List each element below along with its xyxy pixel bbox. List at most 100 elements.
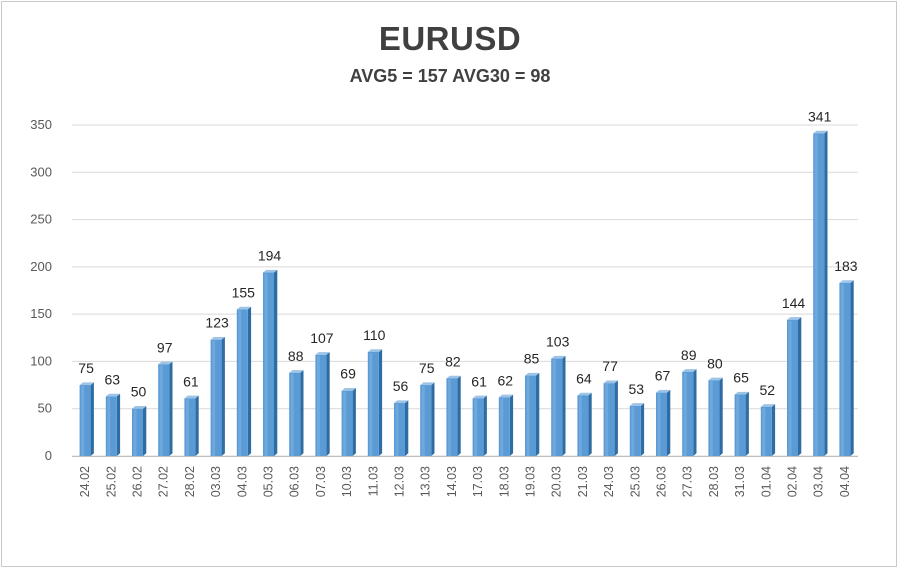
bar [79,382,94,456]
bars [79,130,854,457]
x-tick-label: 03.04 [812,466,826,497]
x-tick-label: 07.03 [314,466,328,497]
x-tick-label: 26.03 [655,466,669,497]
bar [367,349,383,456]
data-label: 75 [78,360,94,376]
data-label: 65 [733,370,749,386]
x-tick-label: 24.03 [602,466,616,497]
data-label: 103 [546,334,570,350]
y-tick-label: 300 [30,164,52,179]
x-tick-label: 02.04 [786,466,800,497]
data-label: 183 [834,258,858,274]
data-label: 62 [498,372,514,388]
data-label: 144 [782,295,806,311]
x-tick-label: 24.02 [78,466,92,497]
x-tick-label: 20.03 [550,466,564,497]
bar [341,388,356,456]
data-label: 85 [524,351,540,367]
data-label: 80 [707,355,723,371]
bar [551,355,566,456]
x-tick-label: 13.03 [419,466,433,497]
data-label: 77 [602,358,618,374]
gridlines [72,124,858,457]
data-label: 110 [363,327,386,343]
data-label: 341 [808,109,832,125]
x-tick-label: 06.03 [288,466,302,497]
x-tick-label: 25.02 [104,466,118,497]
bar [289,370,304,456]
chart-title: EURUSD [378,20,522,57]
x-tick-label: 18.03 [497,466,511,497]
bar [839,280,854,456]
data-label: 56 [393,378,409,394]
data-label: 123 [205,315,229,331]
bar [420,382,435,456]
bar [787,317,802,456]
bar [236,306,252,456]
x-tick-label: 03.03 [209,466,223,497]
bar [263,269,278,456]
bar [446,375,461,456]
bar [813,130,828,457]
data-label: 53 [629,381,645,397]
data-label: 97 [157,339,173,355]
x-tick-label: 04.04 [838,466,852,497]
bar [158,361,173,456]
x-tick-label: 11.03 [366,466,380,496]
x-tick-label: 05.03 [262,466,276,497]
bar [210,336,225,456]
bar [525,372,540,456]
data-label: 52 [760,382,776,398]
y-tick-label: 250 [30,212,52,227]
x-axis: 24.02 25.02 26.02 27.02 28.02 03.03 04.03 05.03… [78,466,852,497]
data-label: 194 [258,248,282,264]
y-tick-label: 100 [30,353,52,368]
x-tick-label: 04.03 [235,466,249,497]
bar [577,392,592,456]
data-label: 155 [232,284,256,300]
chart-subtitle: AVG5 = 157 AVG30 = 98 [349,66,551,86]
bar [472,395,487,456]
data-label: 61 [183,373,199,389]
data-label: 67 [655,368,671,384]
data-label: 82 [445,353,461,369]
x-tick-label: 12.03 [393,466,407,497]
y-tick-label: 350 [30,117,52,132]
data-label: 75 [419,360,435,376]
bar [498,394,514,456]
x-tick-label: 10.03 [340,466,354,497]
data-label: 89 [681,347,697,363]
x-tick-label: 27.02 [157,466,171,497]
data-label: 88 [288,348,304,364]
bar [105,393,121,456]
bar [708,377,723,456]
bar [603,380,618,456]
bar [394,400,409,456]
y-tick-label: 0 [45,448,52,463]
y-axis: 0 50 100 150 200 250 300 350 [30,117,52,463]
x-tick-label: 28.03 [707,466,721,497]
x-tick-label: 31.03 [733,466,747,497]
x-tick-label: 14.03 [445,466,459,497]
bar [734,391,749,456]
x-tick-label: 27.03 [681,466,695,497]
x-tick-label: 28.02 [183,466,197,497]
x-tick-label: 17.03 [471,466,485,497]
data-label: 61 [471,373,487,389]
bar [656,389,671,456]
bar [132,406,147,456]
data-label: 107 [310,330,334,346]
data-label: 50 [131,384,147,400]
data-label: 69 [340,366,356,382]
x-tick-label: 26.02 [131,466,145,497]
bar [184,395,199,456]
x-tick-label: 01.04 [759,466,773,497]
y-tick-label: 200 [30,259,52,274]
x-tick-label: 25.03 [628,466,642,497]
bar [682,369,697,456]
data-label: 63 [105,371,121,387]
y-tick-label: 150 [30,306,52,321]
